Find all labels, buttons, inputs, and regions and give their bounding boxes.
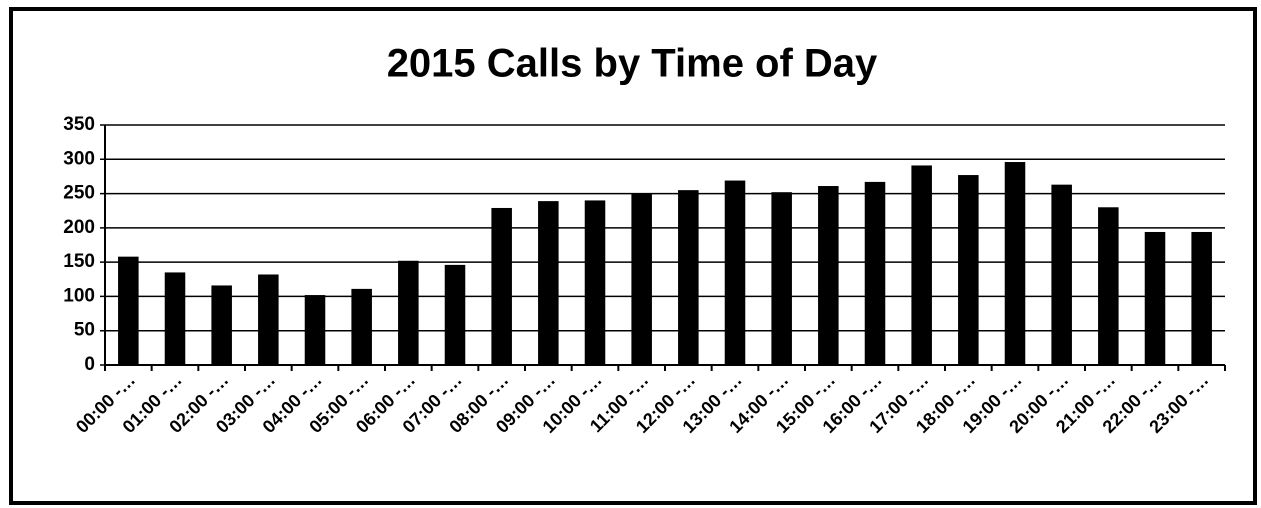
- bar: [258, 274, 279, 365]
- y-tick-label: 50: [74, 320, 95, 341]
- y-tick-label: 350: [63, 114, 95, 135]
- bar: [398, 260, 419, 365]
- y-tick-label: 250: [63, 183, 95, 204]
- bar: [211, 285, 232, 365]
- bar: [164, 272, 186, 365]
- bar: [1191, 231, 1212, 365]
- bar: [818, 186, 839, 365]
- bar: [771, 192, 792, 365]
- bar: [631, 193, 652, 365]
- bar: [1098, 207, 1119, 365]
- bar: [911, 165, 932, 365]
- bar: [1004, 162, 1026, 365]
- bar: [1051, 184, 1072, 365]
- bar: [724, 180, 746, 365]
- chart-title: 2015 Calls by Time of Day: [387, 42, 878, 86]
- bar: [444, 264, 466, 365]
- bar: [678, 190, 699, 365]
- bar: [491, 207, 512, 365]
- bar: [538, 201, 559, 365]
- bar: [118, 256, 139, 365]
- bar: [304, 295, 326, 365]
- bar: [1144, 231, 1166, 365]
- bar: [958, 175, 979, 365]
- y-tick-label: 0: [84, 354, 95, 375]
- chart-frame: [9, 7, 1257, 505]
- bar: [351, 288, 372, 365]
- bar: [584, 200, 606, 365]
- y-tick-label: 300: [63, 148, 95, 169]
- y-tick-label: 200: [63, 217, 95, 238]
- y-tick-label: 150: [63, 251, 95, 272]
- y-tick-label: 100: [63, 285, 95, 306]
- bar: [864, 181, 886, 365]
